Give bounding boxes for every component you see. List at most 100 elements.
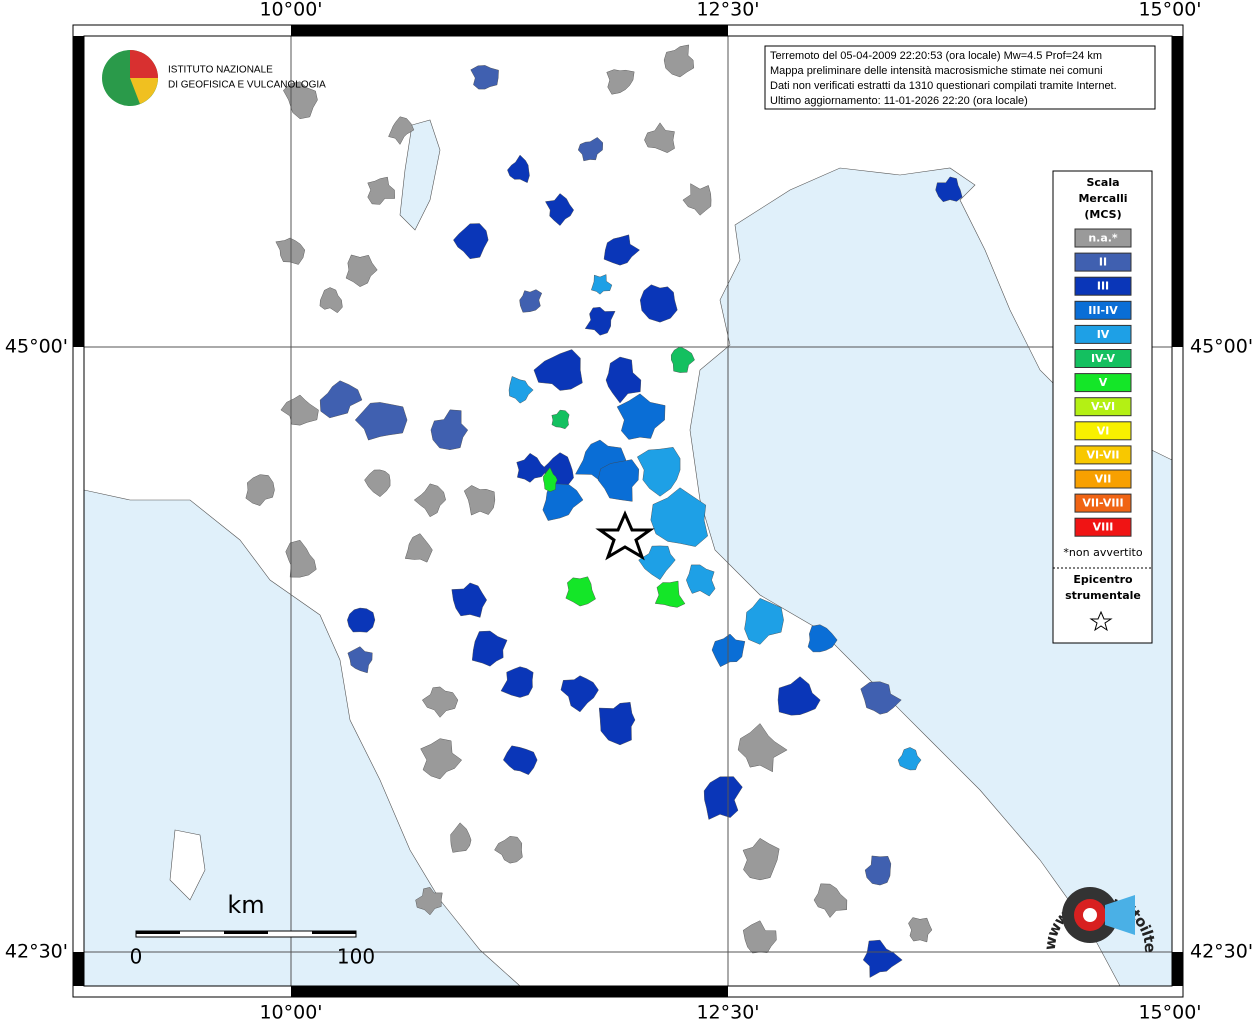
- municipality: [364, 469, 391, 497]
- municipality: [551, 409, 570, 430]
- legend-note: *non avvertito: [1063, 546, 1142, 559]
- municipality: [616, 393, 666, 440]
- scale-seg: [224, 931, 268, 934]
- municipality: [703, 776, 743, 820]
- scale-bar: km 0 100: [130, 891, 375, 969]
- municipality: [516, 453, 548, 483]
- municipality: [542, 483, 584, 521]
- coord-label: 45°00': [5, 336, 68, 358]
- frame-bar: [1172, 36, 1183, 347]
- legend: Scala Mercalli (MCS) *non avvertito Epic…: [1052, 170, 1153, 644]
- legend-swatch: [1074, 517, 1132, 537]
- legend-swatch: [1074, 445, 1132, 465]
- legend-label: VII-VIII: [1082, 497, 1123, 510]
- legend-label: VII: [1095, 473, 1112, 486]
- municipality: [742, 920, 777, 954]
- municipality: [545, 193, 574, 226]
- municipality: [744, 598, 784, 645]
- municipality: [285, 539, 317, 578]
- municipality: [503, 745, 538, 775]
- coord-label: 10°00': [259, 0, 322, 21]
- scale-seg: [136, 931, 180, 934]
- municipality: [737, 723, 788, 773]
- info-line: Mappa preliminare delle intensità macros…: [770, 65, 1103, 77]
- municipality: [807, 624, 838, 653]
- municipality: [319, 380, 363, 419]
- legend-label: III-IV: [1088, 304, 1118, 317]
- island: [169, 829, 206, 901]
- municipality: [543, 467, 558, 492]
- legend-label: n.a.*: [1088, 232, 1118, 245]
- legend-swatch: [1074, 349, 1132, 368]
- municipality: [345, 254, 378, 287]
- municipality: [453, 223, 489, 260]
- municipality: [319, 287, 343, 314]
- ingv-logo: ISTITUTO NAZIONALE DI GEOFISICA E VULCAN…: [102, 50, 326, 106]
- municipality: [686, 564, 716, 597]
- municipality: [500, 666, 534, 698]
- municipality: [637, 447, 681, 497]
- municipality: [864, 855, 892, 886]
- municipality: [644, 122, 675, 153]
- legend-epicenter: Epicentro: [1073, 573, 1133, 586]
- coord-label: 45°00': [1190, 336, 1253, 358]
- municipality: [777, 676, 821, 716]
- municipality: [860, 681, 902, 715]
- coord-label: 12°30': [696, 1002, 759, 1024]
- legend-title: Scala: [1086, 176, 1119, 189]
- legend-swatch: [1074, 300, 1132, 320]
- municipality: [813, 883, 848, 918]
- frame-bar: [1172, 952, 1183, 986]
- legend-swatch: [1074, 324, 1132, 344]
- municipality: [606, 69, 635, 95]
- legend-label: VI-VII: [1086, 448, 1119, 461]
- municipality: [450, 822, 472, 853]
- municipality: [422, 686, 459, 718]
- logo-horn: [1105, 895, 1135, 935]
- frame-bar: [291, 986, 728, 997]
- legend-label: V: [1099, 376, 1108, 389]
- legend-swatch: [1074, 397, 1132, 417]
- municipality: [415, 887, 443, 916]
- municipalities: [245, 44, 963, 978]
- municipality: [283, 81, 318, 120]
- municipality: [742, 838, 780, 881]
- coord-label: 42°30': [1190, 941, 1253, 963]
- logo-part: [130, 50, 158, 78]
- coord-label: 10°00': [259, 1002, 322, 1024]
- municipality: [908, 917, 933, 943]
- legend-swatch: [1074, 469, 1132, 489]
- municipality: [388, 116, 415, 145]
- logo-text: DI GEOFISICA E VULCANOLOGIA: [168, 80, 326, 91]
- municipality: [682, 183, 712, 216]
- municipality: [663, 44, 695, 78]
- legend-swatch: [1074, 228, 1132, 248]
- legend-label: IV: [1097, 328, 1110, 341]
- legend-epicenter: strumentale: [1065, 589, 1141, 602]
- legend-label: VIII: [1093, 521, 1114, 534]
- coord-label: 12°30': [696, 0, 759, 21]
- epicenter-star: [595, 510, 655, 561]
- legend-star: [1089, 610, 1113, 632]
- municipality: [897, 747, 922, 771]
- scale-label: 100: [337, 945, 375, 969]
- frame-bar: [73, 952, 84, 986]
- municipality: [519, 289, 543, 313]
- legend-swatch: [1074, 421, 1132, 441]
- legend-label: V-VI: [1091, 400, 1115, 413]
- scale-label: 0: [130, 945, 143, 969]
- logo-ring: [1083, 908, 1097, 922]
- municipality: [565, 576, 596, 607]
- municipality: [935, 176, 963, 203]
- coord-label: 15°00': [1138, 1002, 1201, 1024]
- municipality: [598, 702, 636, 746]
- municipality: [639, 284, 678, 323]
- municipality: [471, 630, 508, 667]
- municipality: [603, 234, 640, 266]
- legend-swatch: [1074, 252, 1132, 272]
- municipality: [430, 409, 469, 451]
- legend-label: VI: [1097, 424, 1110, 437]
- legend-swatch: [1074, 373, 1132, 393]
- info-line: Ultimo aggiornamento: 11-01-2026 22:20 (…: [770, 95, 1028, 107]
